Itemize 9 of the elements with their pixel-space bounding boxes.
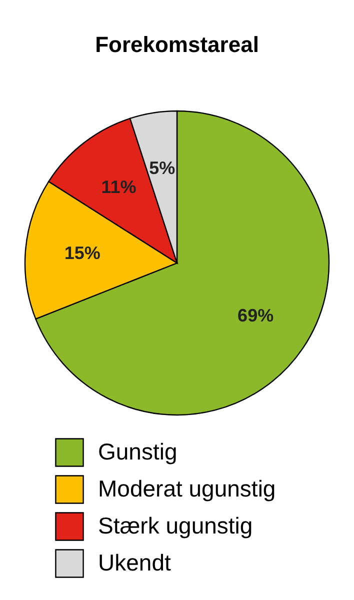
data-label: 11% xyxy=(101,176,136,197)
legend-label: Gunstig xyxy=(98,438,178,464)
chart-title: Forekomstareal xyxy=(95,32,259,57)
legend-label: Ukendt xyxy=(98,550,172,576)
data-label: 15% xyxy=(64,243,100,264)
legend-label: Moderat ugunstig xyxy=(98,476,276,502)
data-label: 5% xyxy=(149,158,176,178)
data-label: 69% xyxy=(238,305,274,326)
legend-label: Stærk ugunstig xyxy=(98,512,253,538)
